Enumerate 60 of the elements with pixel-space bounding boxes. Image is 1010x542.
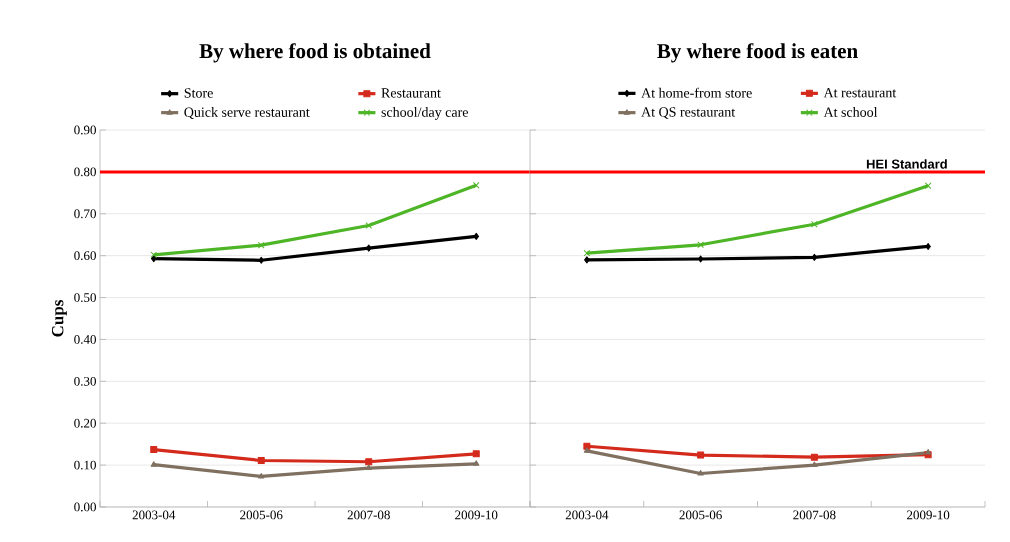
legend-label: At QS restaurant xyxy=(641,107,736,119)
point xyxy=(925,242,931,250)
x-tick-label: 2007-08 xyxy=(793,510,836,520)
y-axis-title: Cups xyxy=(51,300,67,337)
point xyxy=(473,232,479,240)
point xyxy=(365,464,372,471)
point xyxy=(150,446,158,454)
x-tick-label: 2005-06 xyxy=(679,510,722,520)
x-tick-label: 2005-06 xyxy=(240,510,283,520)
point xyxy=(697,451,705,459)
point xyxy=(150,461,157,467)
point xyxy=(365,458,373,466)
y-tick-label: 0.20 xyxy=(74,418,96,428)
x-tick-label: 2009-10 xyxy=(907,510,950,520)
point xyxy=(811,253,818,261)
point xyxy=(258,472,265,479)
y-tick-label: 0.50 xyxy=(74,293,96,302)
legend-label: Quick serve restaurant xyxy=(184,107,310,120)
point xyxy=(924,182,932,190)
point xyxy=(258,256,264,264)
point xyxy=(366,244,372,252)
point xyxy=(697,469,704,476)
legend-label: At home-from store xyxy=(641,87,752,98)
x-tick-label: 2007-08 xyxy=(347,510,390,520)
point xyxy=(473,460,480,466)
chart-title: By where food is eaten xyxy=(657,43,858,63)
point xyxy=(583,442,591,450)
y-tick-label: 0.10 xyxy=(74,460,96,470)
legend-label: Store xyxy=(184,88,213,98)
legend-label: school/day care xyxy=(381,107,468,120)
point xyxy=(925,449,932,455)
point xyxy=(584,256,590,264)
point xyxy=(472,181,480,189)
point xyxy=(811,461,818,468)
x-tick-label: 2003-04 xyxy=(565,510,609,520)
ref-line-label: HEI Standard xyxy=(866,159,947,169)
y-tick-label: 0.00 xyxy=(74,502,96,512)
legend-label: Restaurant xyxy=(381,88,441,98)
y-tick-label: 0.70 xyxy=(74,209,96,219)
point xyxy=(257,457,265,464)
y-tick-label: 0.60 xyxy=(74,251,96,261)
chart-title: By where food is obtained xyxy=(199,43,431,63)
y-tick-label: 0.80 xyxy=(74,167,96,177)
x-tick-label: 2009-10 xyxy=(455,510,498,520)
x-tick-label: 2003-04 xyxy=(132,510,176,520)
point xyxy=(583,447,590,453)
y-tick-label: 0.40 xyxy=(74,335,96,344)
point xyxy=(697,241,704,249)
point xyxy=(697,255,704,263)
point xyxy=(365,222,373,229)
point xyxy=(257,241,265,249)
point xyxy=(810,453,818,461)
legend-label: At restaurant xyxy=(823,87,897,98)
y-tick-label: 0.90 xyxy=(74,125,96,135)
point xyxy=(811,220,818,228)
point xyxy=(583,249,591,257)
point xyxy=(150,251,158,259)
point xyxy=(472,450,480,458)
y-tick-label: 0.30 xyxy=(74,376,96,386)
legend-label: At school xyxy=(823,107,878,117)
